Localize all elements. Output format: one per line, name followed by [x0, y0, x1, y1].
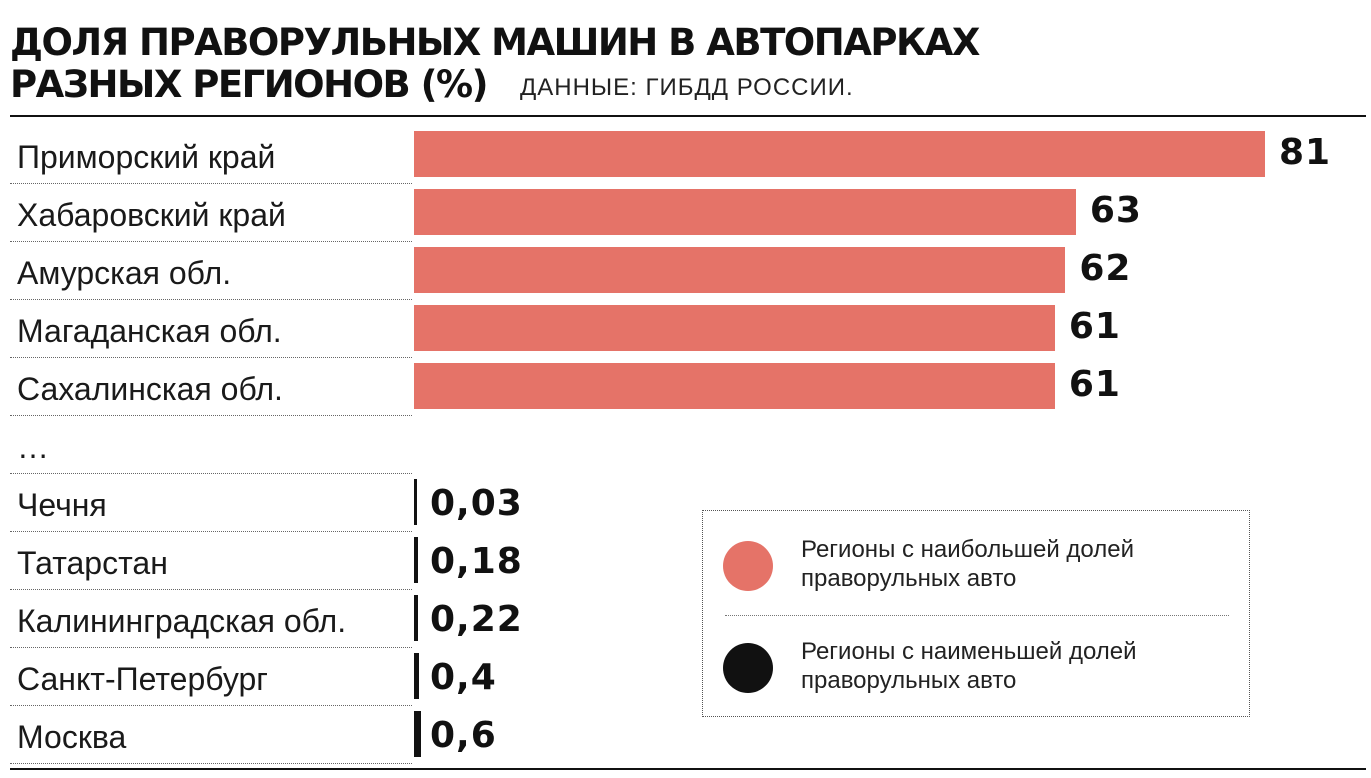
- data-label: 0,03: [430, 483, 523, 524]
- bar: [414, 363, 1055, 409]
- category-label: Амурская обл.: [17, 255, 232, 291]
- row-separator: [10, 763, 412, 764]
- row-separator: [10, 415, 412, 416]
- category-label: Чечня: [17, 487, 107, 523]
- category-label: Хабаровский край: [17, 197, 286, 233]
- bar: [414, 305, 1055, 351]
- row-separator: [10, 589, 412, 590]
- data-label: 81: [1279, 132, 1332, 173]
- category-label: Санкт-Петербург: [17, 661, 268, 697]
- category-label: Калининградская обл.: [17, 603, 347, 639]
- data-label: 0,18: [430, 541, 523, 582]
- row-separator: [10, 183, 412, 184]
- legend-label-highest-line-1: Регионы с наибольшей долей: [801, 536, 1134, 563]
- row-separator: [10, 705, 412, 706]
- bar: [414, 537, 419, 583]
- data-label: 0,6: [430, 715, 497, 756]
- row-separator: [10, 473, 412, 474]
- data-source: ДАННЫЕ: ГИБДД РОССИИ.: [520, 74, 854, 101]
- row-separator: [10, 647, 412, 648]
- chart-title-line-2: РАЗНЫХ РЕГИОНОВ (%): [10, 63, 489, 106]
- category-label: Магаданская обл.: [17, 313, 282, 349]
- legend-swatch-highest: [723, 541, 773, 591]
- legend-item-lowest: Регионы с наименьшей долей праворульных …: [703, 633, 1249, 733]
- data-label: 61: [1068, 364, 1121, 405]
- data-label: 61: [1068, 306, 1121, 347]
- legend-label-lowest-line-2: праворульных авто: [801, 667, 1017, 694]
- data-label: 62: [1079, 248, 1132, 289]
- row-separator: [10, 531, 412, 532]
- data-label: 0,22: [430, 599, 523, 640]
- legend: Регионы с наибольшей долей праворульных …: [702, 510, 1250, 717]
- data-label: 63: [1089, 190, 1142, 231]
- row-separator: [10, 357, 412, 358]
- bottom-rule: [10, 768, 1366, 770]
- bar: [414, 711, 421, 757]
- chart-title-line-1: ДОЛЯ ПРАВОРУЛЬНЫХ МАШИН В АВТОПАРКАХ: [10, 21, 980, 64]
- bar: [414, 247, 1066, 293]
- category-label: Приморский край: [17, 139, 276, 175]
- category-label: Сахалинская обл.: [17, 371, 283, 407]
- legend-item-highest: Регионы с наибольшей долей праворульных …: [703, 533, 1249, 633]
- legend-label-highest-line-2: праворульных авто: [801, 565, 1017, 592]
- legend-swatch-lowest: [723, 643, 773, 693]
- legend-divider: [725, 615, 1229, 616]
- data-label: 0,4: [430, 657, 497, 698]
- row-separator: [10, 299, 412, 300]
- bar: [414, 131, 1265, 177]
- category-label: Татарстан: [17, 545, 168, 581]
- legend-label-highest: Регионы с наибольшей долей праворульных …: [801, 535, 1231, 593]
- bar: [414, 479, 418, 525]
- row-separator: [10, 241, 412, 242]
- top-rule: [10, 115, 1366, 117]
- category-label: …: [17, 429, 49, 465]
- bar: [414, 189, 1076, 235]
- bar: [414, 595, 419, 641]
- legend-label-lowest-line-1: Регионы с наименьшей долей: [801, 638, 1137, 665]
- legend-label-lowest: Регионы с наименьшей долей праворульных …: [801, 637, 1231, 695]
- chart-title: ДОЛЯ ПРАВОРУЛЬНЫХ МАШИН В АВТОПАРКАХ РАЗ…: [10, 21, 980, 106]
- category-label: Москва: [17, 719, 127, 755]
- bar: [414, 653, 420, 699]
